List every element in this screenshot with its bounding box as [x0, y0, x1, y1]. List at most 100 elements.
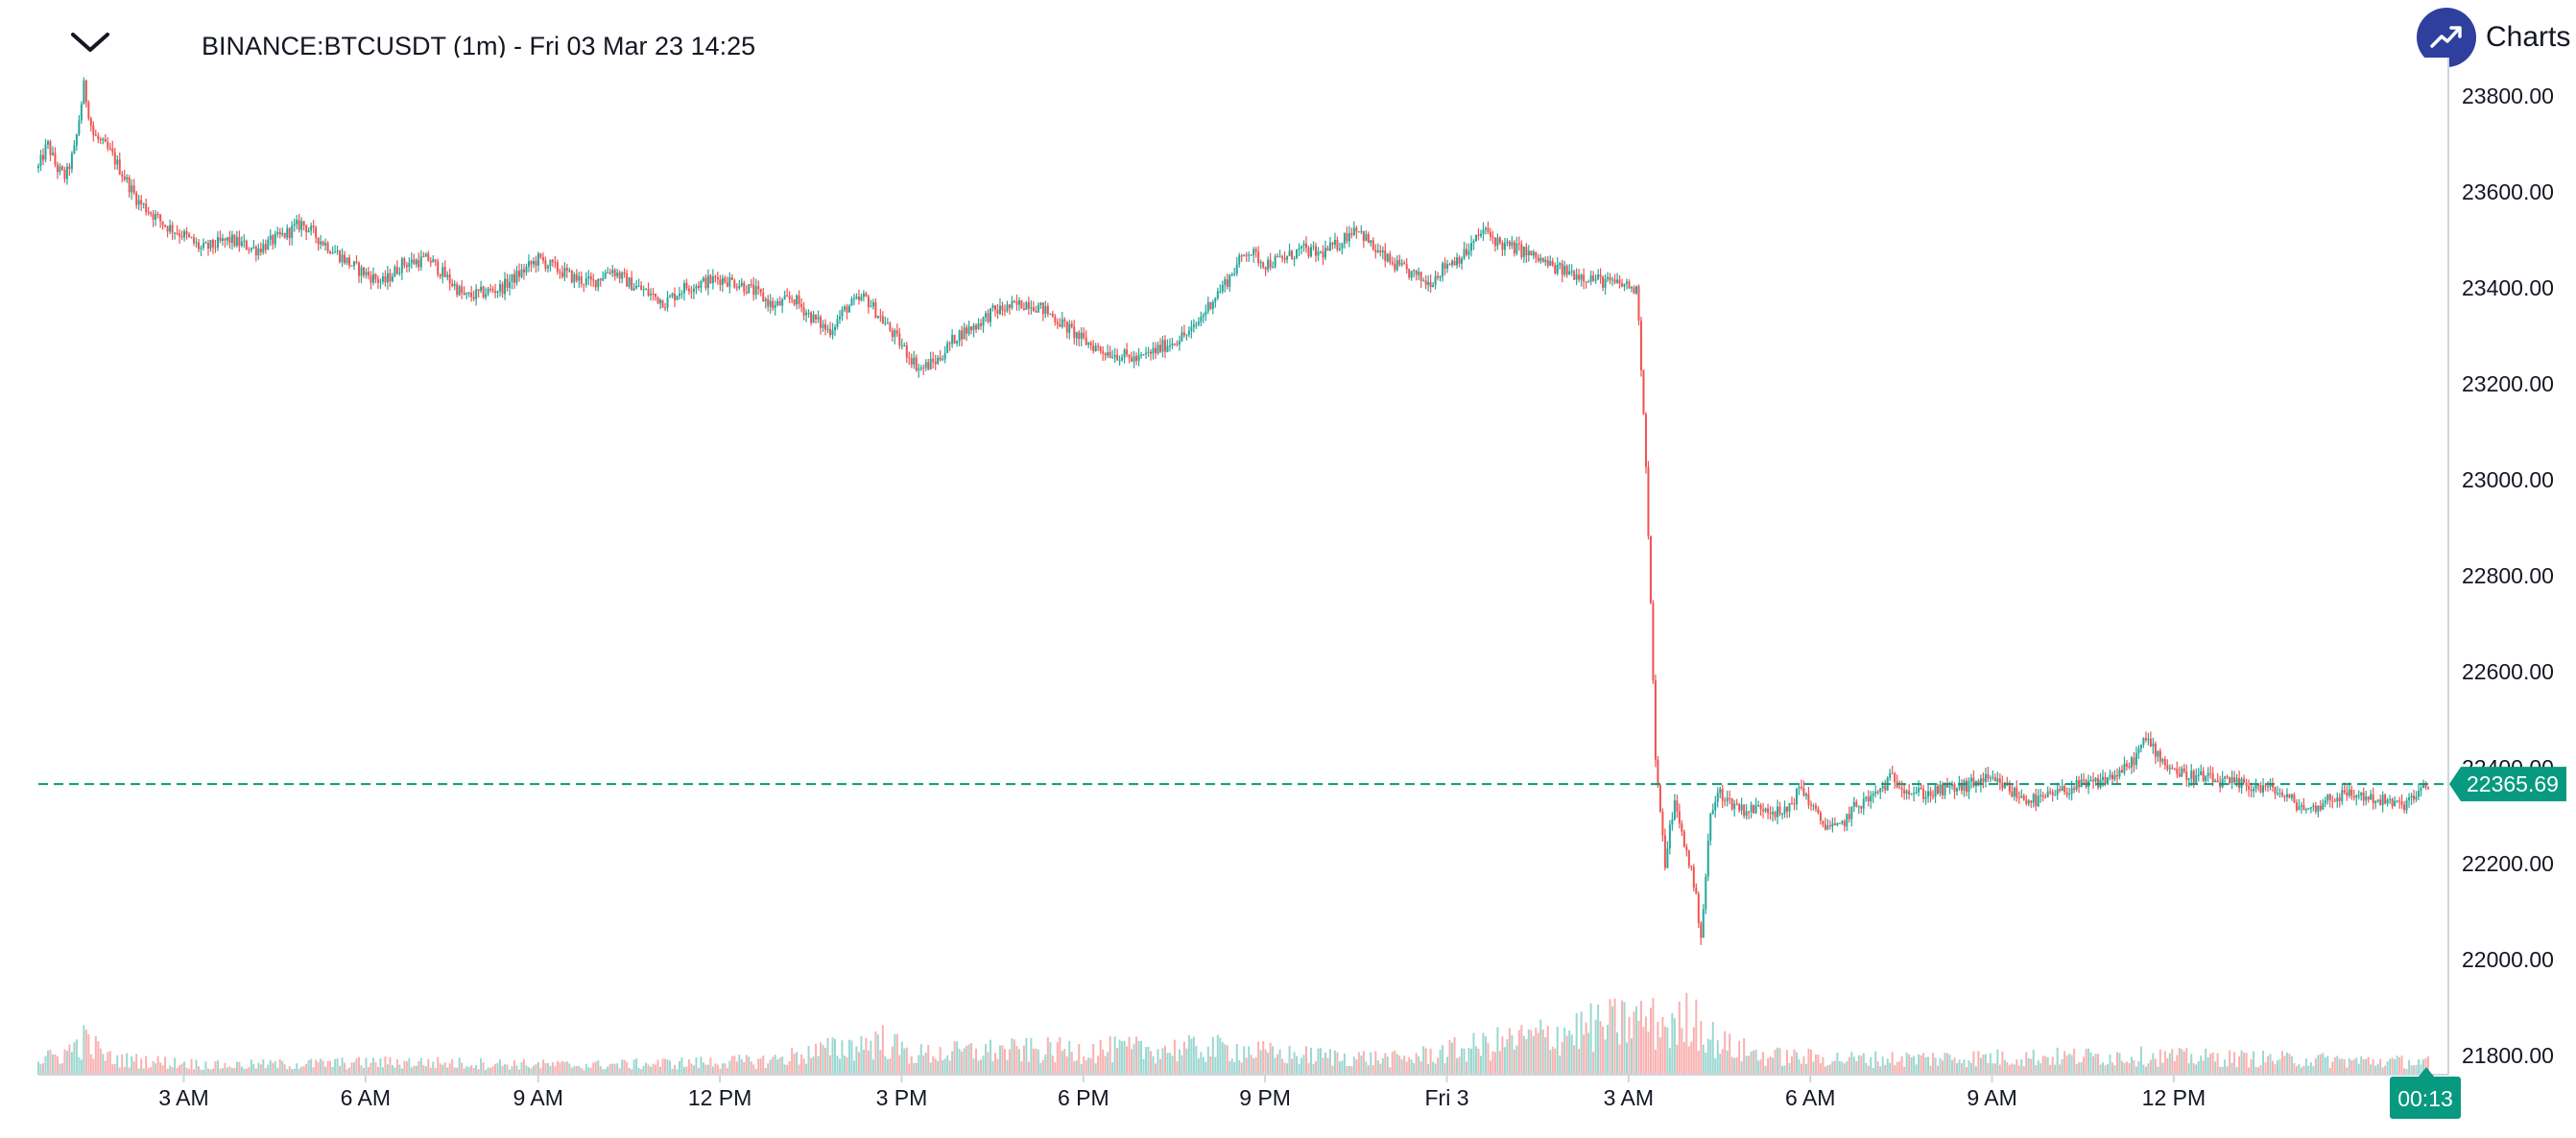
volume-bar: [233, 1067, 236, 1075]
volume-bar: [2248, 1067, 2251, 1075]
volume-bar: [1350, 1066, 1353, 1075]
volume-bar: [561, 1060, 563, 1075]
volume-bar: [1341, 1060, 1344, 1075]
candle-body: [752, 284, 755, 296]
candle-body: [1324, 248, 1326, 258]
volume-bar: [743, 1061, 746, 1075]
candle-body: [1341, 243, 1344, 249]
candle-body: [331, 252, 334, 254]
candle-body: [1663, 835, 1666, 868]
volume-bar: [262, 1059, 265, 1075]
volume-bar: [1501, 1036, 1504, 1075]
candle-body: [1446, 264, 1449, 270]
volume-bar: [56, 1055, 59, 1075]
volume-bar: [1838, 1060, 1841, 1075]
volume-bar: [889, 1058, 892, 1075]
volume-bar: [2408, 1059, 2411, 1075]
volume-bar: [197, 1066, 200, 1075]
volume-bar: [608, 1063, 611, 1075]
candle-body: [537, 253, 539, 266]
candle-body: [1918, 788, 1920, 793]
candle-body: [894, 330, 896, 338]
candle-body: [1228, 274, 1231, 287]
candle-body: [1993, 776, 1996, 782]
volume-bar: [671, 1068, 674, 1075]
volume-bar: [465, 1066, 468, 1075]
time-tick-label: 6 AM: [1785, 1085, 1835, 1110]
candle-body: [296, 220, 298, 225]
candle-body: [1131, 357, 1133, 362]
collapse-toggle-button[interactable]: [63, 25, 117, 63]
candle-body: [1913, 793, 1916, 794]
volume-bar: [1721, 1049, 1724, 1075]
volume-bar: [2022, 1066, 2025, 1075]
candle-body: [145, 203, 148, 213]
candle-body: [915, 357, 918, 371]
candle-body: [131, 185, 133, 193]
volume-bar: [669, 1060, 672, 1075]
volume-bar: [1487, 1043, 1490, 1075]
volume-bar: [353, 1061, 356, 1075]
volume-bar: [2288, 1054, 2291, 1075]
price-axis[interactable]: 23800.0023600.0023400.0023200.0023000.00…: [2462, 83, 2554, 1068]
volume-bar: [1133, 1043, 1135, 1075]
candle-body: [525, 266, 528, 273]
volume-bar: [1690, 1041, 1693, 1075]
candle-body: [65, 166, 68, 179]
volume-bar: [193, 1069, 196, 1075]
candle-body: [2248, 786, 2251, 790]
volume-bar: [1652, 998, 1655, 1075]
volume-bar: [1374, 1051, 1377, 1075]
volume-bar: [1259, 1050, 1262, 1075]
chart-plot-area[interactable]: [38, 58, 2447, 1075]
candle-body: [1623, 283, 1626, 287]
volume-bar: [2054, 1064, 2057, 1075]
volume-bar: [135, 1054, 138, 1075]
volume-bar: [1733, 1057, 1736, 1075]
candle-body: [1054, 317, 1057, 322]
candle-body: [1235, 264, 1238, 274]
candle-body: [587, 276, 590, 279]
volume-bar: [719, 1068, 722, 1075]
volume-bar: [513, 1060, 516, 1075]
candle-body: [2427, 787, 2429, 789]
volume-bar: [2171, 1049, 2174, 1075]
candle-body: [1453, 260, 1456, 266]
candle-body: [884, 322, 887, 324]
candle-body: [1881, 786, 1884, 789]
volume-bar: [1753, 1050, 1755, 1075]
candle-body: [78, 120, 81, 134]
candle-body: [561, 272, 563, 277]
volume-bar: [724, 1063, 727, 1075]
volume-bar: [645, 1062, 648, 1075]
volume-bar: [2133, 1060, 2135, 1075]
candle-body: [791, 298, 794, 300]
volume-bar: [1429, 1048, 1432, 1075]
volume-bar: [895, 1033, 898, 1075]
volume-bar: [1443, 1062, 1446, 1075]
volume-bar: [443, 1062, 446, 1075]
volume-bar: [802, 1058, 805, 1075]
volume-bar: [1312, 1063, 1315, 1075]
volume-bar: [2078, 1062, 2081, 1075]
candle-body: [1937, 786, 1940, 794]
candle-body: [1836, 823, 1839, 826]
candle-body: [2144, 738, 2147, 741]
volume-bar: [1549, 1050, 1552, 1075]
candle-body: [513, 273, 516, 283]
volume-bar: [714, 1063, 717, 1075]
volume-bar: [1178, 1049, 1181, 1075]
candle-body: [2211, 773, 2214, 783]
volume-bar: [2166, 1057, 2169, 1075]
candle-body: [312, 225, 315, 227]
volume-bar: [283, 1064, 286, 1075]
brand-link[interactable]: Charts p: [2417, 6, 2576, 69]
candle-body: [1190, 326, 1193, 331]
candle-body: [176, 232, 179, 234]
candle-body: [230, 234, 233, 244]
candle-body: [298, 220, 300, 230]
candle-body: [1530, 250, 1533, 256]
volume-bar: [613, 1063, 616, 1075]
